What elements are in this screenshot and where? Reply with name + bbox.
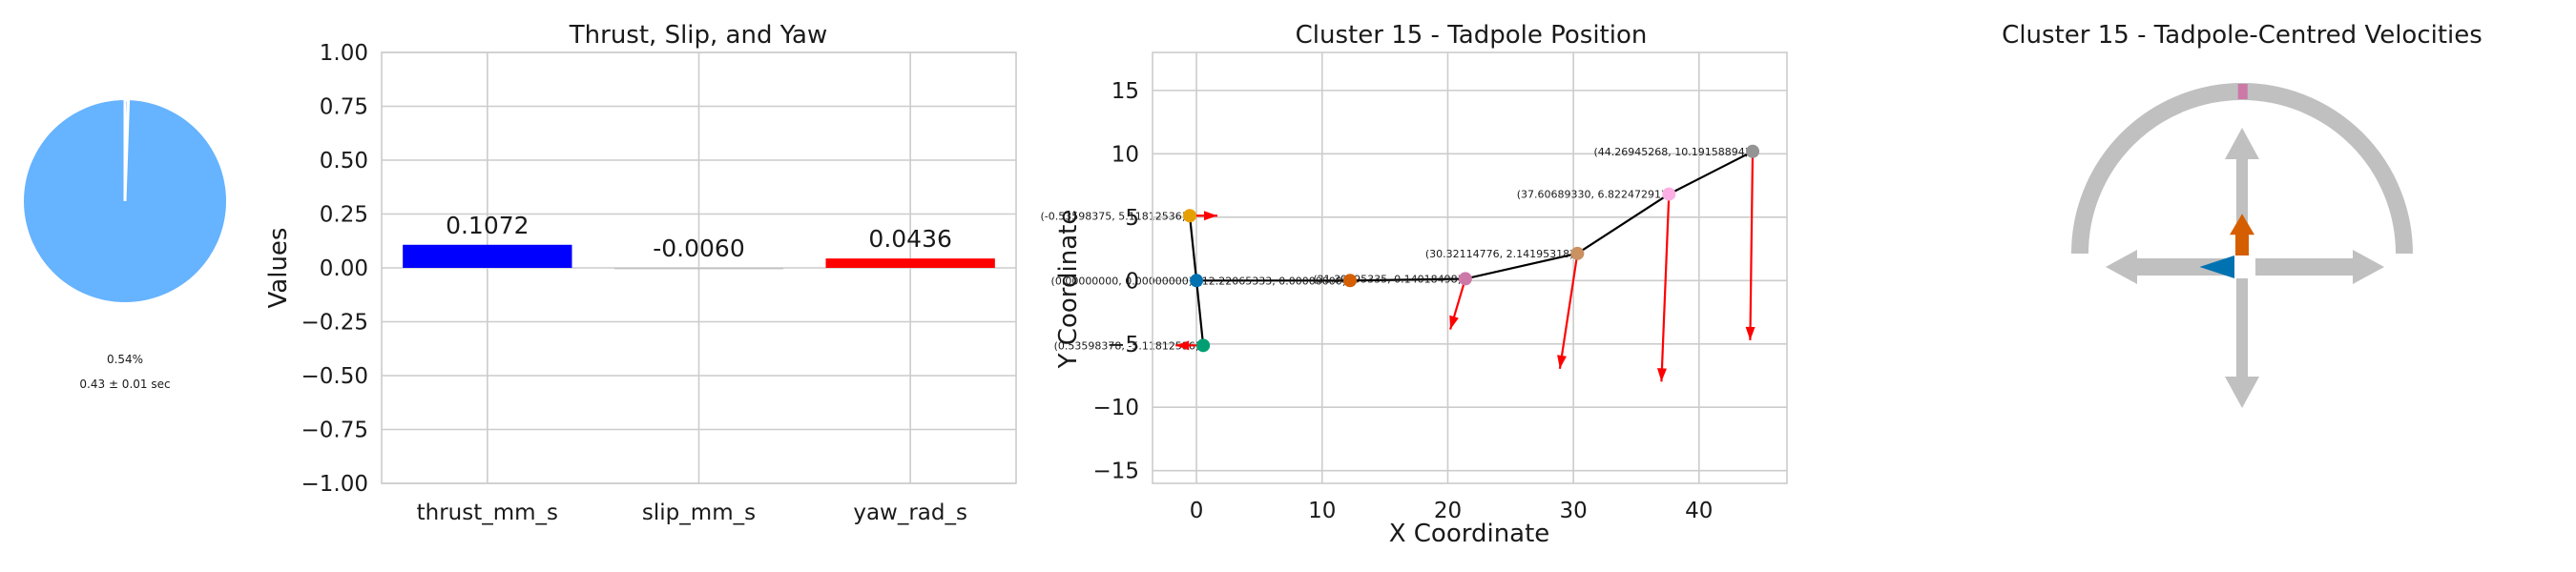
velocity-arrow-head (1449, 315, 1459, 330)
position-y-tick-label: 5 (1125, 206, 1139, 231)
position-point-label: (44.26945268, 10.19158894) (1593, 146, 1749, 158)
position-points (1183, 144, 1760, 353)
bar-slip_mm_s (613, 268, 784, 270)
bar-data-labels: 0.1072 -0.0060 0.0436 (446, 212, 952, 262)
velocity-compass: Cluster 15 - Tadpole-Centred Velocities (2002, 21, 2483, 408)
position-point-label: (0.53598378, -5.11812536) (1054, 339, 1200, 352)
compass-left-guide-arrow (2106, 250, 2229, 284)
bar-chart-title: Thrust, Slip, and Yaw (569, 21, 827, 50)
position-x-tick-label: 40 (1685, 499, 1713, 523)
compass-right-guide-arrow (2255, 250, 2384, 284)
position-gridlines (1153, 52, 1787, 483)
bar-x-tick-label: yaw_rad_s (853, 500, 967, 525)
bar-y-tick-label: 0.50 (320, 149, 368, 174)
bar-yaw_rad_s (825, 258, 995, 268)
position-point-label: (30.32114776, 2.14195318) (1425, 248, 1574, 260)
bar-x-tick-label: thrust_mm_s (417, 500, 558, 525)
position-point (1196, 338, 1211, 353)
bar-y-ticks: 1.00 0.75 0.50 0.25 0.00 −0.25 −0.50 −0.75 −1.00 (301, 41, 368, 497)
position-point-label: (21.39595335, 0.14018498) (1313, 273, 1462, 285)
position-point-label: (-0.53598375, 5.11812536) (1041, 210, 1187, 222)
position-x-tick-label: 20 (1434, 499, 1462, 523)
bar-value-label: -0.0060 (653, 235, 745, 262)
position-trajectory-branch (1188, 215, 1198, 281)
compass-yaw-marker (2237, 84, 2248, 100)
position-point (1343, 274, 1358, 288)
velocity-arrow-shaft (1558, 253, 1579, 369)
position-point (1190, 274, 1204, 288)
bar-plot-frame (381, 51, 1017, 484)
bar-value-label: 0.0436 (868, 225, 951, 253)
position-point-label: (37.60689330, 6.82247291) (1517, 189, 1666, 201)
position-y-tick-label: −10 (1092, 396, 1139, 420)
bar-series (403, 244, 995, 270)
position-y-ticks: −15 −10 −5 0 5 10 15 (1092, 79, 1139, 484)
bar-y-tick-label: 1.00 (320, 41, 368, 66)
velocity-arrow-head (1656, 368, 1667, 382)
velocity-arrow-head (1204, 211, 1218, 221)
velocity-arrow-head (1557, 355, 1567, 369)
bar-value-label: 0.1072 (446, 212, 529, 239)
position-chart: Cluster 15 - Tadpole Position 0 10 20 30 40 … (1041, 21, 1788, 548)
position-chart-title: Cluster 15 - Tadpole Position (1296, 21, 1648, 50)
velocity-arrow-head (1175, 340, 1190, 351)
position-x-axis-label: X Coordinate (1389, 520, 1550, 548)
bar-y-axis-label: Values (264, 228, 293, 309)
position-x-tick-label: 30 (1559, 499, 1587, 523)
pie-percent-label: 0.54% (107, 353, 143, 366)
position-point-label: (0.00000000, 0.00000000) (1051, 275, 1194, 287)
pie-duration-label: 0.43 ± 0.01 sec (79, 378, 170, 391)
bar-y-tick-label: −0.50 (301, 364, 368, 389)
position-velocity-arrows (1175, 151, 1755, 382)
position-y-tick-label: 10 (1111, 142, 1139, 167)
position-plot-frame (1152, 51, 1788, 484)
bar-x-tick-label: slip_mm_s (642, 500, 756, 525)
position-point (1746, 144, 1760, 158)
position-x-tick-label: 0 (1190, 499, 1204, 523)
bar-y-tick-label: −0.75 (301, 419, 368, 443)
position-y-tick-label: 15 (1111, 79, 1139, 104)
velocity-arrow-head (1745, 326, 1755, 340)
bar-y-tick-label: 0.75 (320, 95, 368, 120)
compass-down-guide-arrow (2225, 278, 2259, 408)
bar-x-ticks: thrust_mm_s slip_mm_s yaw_rad_s (417, 500, 967, 525)
pie-panel: 0.54% 0.43 ± 0.01 sec (24, 98, 226, 391)
bar-y-tick-label: −0.25 (301, 311, 368, 336)
compass-slip-arrow (2199, 255, 2234, 278)
position-point (1458, 272, 1472, 286)
pie-slice-active (123, 98, 131, 202)
compass-thrust-arrow (2230, 214, 2254, 255)
position-y-axis-label: Y Coordinate (1054, 210, 1083, 370)
position-point (1662, 187, 1676, 201)
compass-up-guide-arrow (2225, 128, 2259, 250)
bar-y-tick-label: 0.00 (320, 256, 368, 281)
position-x-tick-label: 10 (1308, 499, 1336, 523)
bar-thrust_mm_s (403, 244, 572, 268)
position-y-tick-label: 0 (1125, 269, 1139, 294)
velocity-arrow-shaft (1660, 194, 1671, 382)
bar-chart: Thrust, Slip, and Yaw 1.00 0.75 0.50 0.25 0.… (264, 21, 1017, 525)
position-y-tick-label: −5 (1107, 333, 1139, 358)
velocity-arrow-shaft (1749, 151, 1755, 340)
bar-y-tick-label: 0.25 (320, 203, 368, 228)
position-point-label: (12.22065333, 0.00000000) (1197, 275, 1346, 287)
position-x-ticks: 0 10 20 30 40 (1190, 499, 1714, 523)
position-point (1570, 246, 1585, 260)
compass-title: Cluster 15 - Tadpole-Centred Velocities (2002, 21, 2483, 50)
position-y-tick-label: −15 (1092, 460, 1139, 484)
bar-y-tick-label: −1.00 (301, 472, 368, 497)
position-point-labels: (0.53598378, -5.11812536) (0.00000000, 0.… (1041, 146, 1750, 353)
position-point (1183, 209, 1197, 223)
